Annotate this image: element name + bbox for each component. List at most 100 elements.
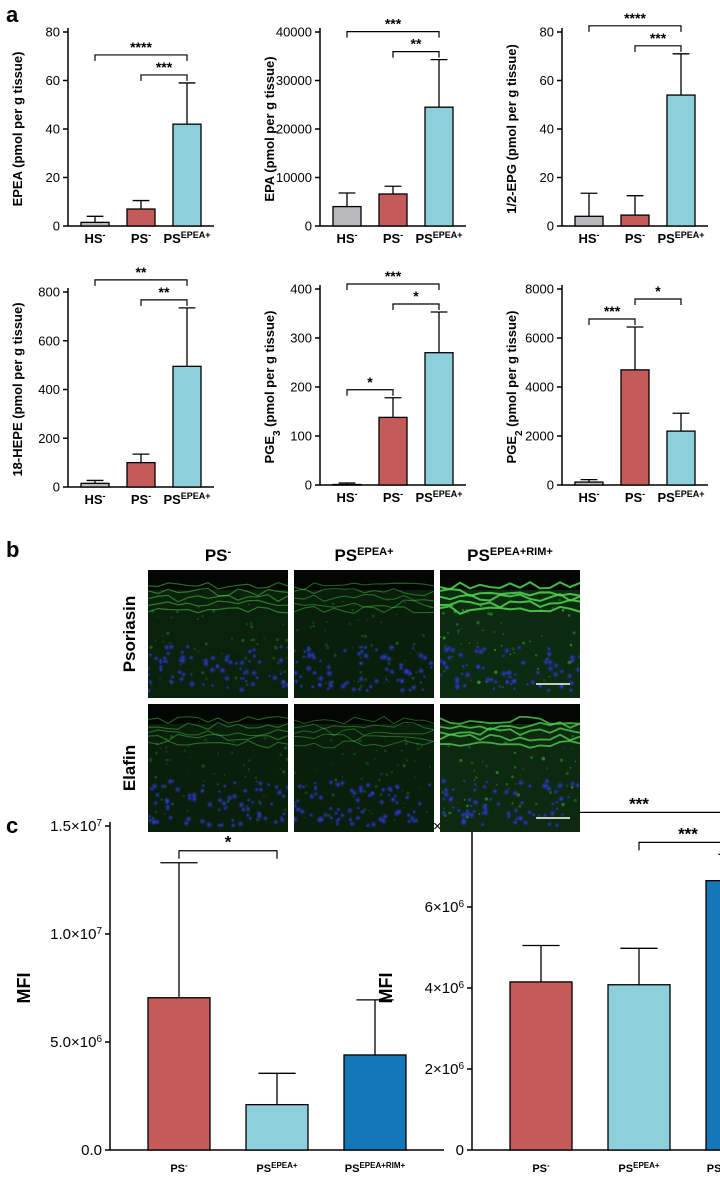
micrograph-image [440,704,580,832]
bar [620,369,650,486]
category-label: HS- [84,230,105,246]
micrograph-row-label: Psoriasin [120,596,139,673]
bar [509,981,573,1151]
y-tick-label: 60 [540,73,554,88]
y-tick-label: 60 [46,73,60,88]
y-tick-label: 1.5×107 [50,818,102,836]
y-tick-label: 0.0 [81,1142,102,1159]
category-label: PS- [170,1161,188,1176]
bar [172,365,202,488]
bar [80,482,110,488]
significance-bracket [588,25,682,32]
bar [343,1054,407,1151]
significance-bracket [634,45,682,52]
y-tick-label: 2×106 [425,1061,465,1079]
significance-label: ** [159,284,170,300]
significance-label: * [655,283,661,299]
bar [620,214,650,227]
category-label: HS- [336,230,357,246]
category-label: PSEPEA+RIM+ [707,1161,720,1176]
significance-label: *** [650,30,667,46]
category-label: HS- [336,489,357,505]
y-tick-label: 6×106 [425,899,465,917]
significance-label: *** [156,59,173,75]
micrograph-column-label: PS- [205,546,232,565]
significance-label: * [413,288,419,304]
significance-bracket [140,299,188,306]
category-label: PS- [532,1161,550,1176]
bar [378,193,408,227]
bar [378,416,408,486]
bar-chart-4: 0 200 400 600 800 18-HEPE (pmol per g tissue)… [10,264,214,507]
category-label: PS- [625,230,645,246]
y-tick-label: 30000 [276,73,312,88]
bar-chart-8: 02×1064×1066×1068×106MFIPS-PSEPEA+PSEPEA… [376,794,720,1175]
panel-label-a: a [6,2,19,27]
y-tick-label: 0 [456,1142,464,1159]
significance-label: ** [411,36,422,52]
y-tick-label: 20 [540,170,554,185]
significance-bracket [634,298,682,305]
category-label: PSEPEA+ [657,489,704,505]
bar [245,1103,309,1151]
category-label: PS- [131,491,151,507]
panel-label-b: b [6,537,19,562]
significance-bracket [346,389,394,396]
bar [574,481,604,486]
y-tick-label: 40000 [276,25,312,40]
category-label: HS- [578,489,599,505]
bar-chart-3: 0 20 40 60 80 1/2-EPG (pmol per g tissue) HS- P… [504,10,708,246]
bar [332,205,362,227]
significance-label: * [225,833,232,852]
category-label: PSEPEA+RIM+ [345,1161,406,1176]
significance-label: * [367,374,373,390]
micrograph-image [294,704,434,832]
y-tick-label: 0 [53,480,60,495]
bar-chart-7: 0.0 5.0×106 1.0×107 1.5×107 MFI PS- PSEPEA+ PSE… [14,818,444,1176]
bar [705,880,720,1151]
bar [147,997,211,1151]
significance-bracket [392,51,440,58]
category-label: PSEPEA+ [415,230,462,246]
micrograph-column-label: PSEPEA+RIM+ [467,546,553,565]
y-tick-label: 200 [38,431,60,446]
significance-bracket [178,850,278,859]
micrograph-column-label: PSEPEA+ [334,546,393,565]
y-axis-label: 1/2-EPG (pmol per g tissue) [504,44,519,214]
y-tick-label: 300 [290,331,312,346]
category-label: PS- [383,230,403,246]
y-tick-label: 800 [38,285,60,300]
y-tick-label: 80 [540,25,554,40]
category-label: PSEPEA+ [163,230,210,246]
significance-label: *** [385,16,402,32]
y-tick-label: 0 [305,219,312,234]
y-axis-label: MFI [376,973,396,1004]
significance-label: *** [629,794,649,813]
y-tick-label: 4000 [525,380,554,395]
micrograph-panel: PS- PSEPEA+ PSEPEA+RIM+ Psoriasin Elafin [120,546,580,832]
y-axis-label: EPA (pmol per g tissue) [262,56,277,201]
y-tick-label: 2000 [525,429,554,444]
micrograph-image [440,570,580,698]
y-tick-label: 1.0×107 [50,926,102,944]
bar-chart-2: 0 10000 20000 30000 40000 EPA (pmol per g tis… [262,16,466,246]
y-tick-label: 0 [53,219,60,234]
y-tick-label: 100 [290,429,312,444]
significance-label: *** [385,268,402,284]
y-axis-label: PGE2 (pmol per g tissue) [504,311,525,464]
category-label: HS- [578,230,599,246]
panel-label-c: c [6,813,18,838]
bar [332,483,362,486]
y-tick-label: 40 [46,122,60,137]
y-tick-label: 400 [38,382,60,397]
y-tick-label: 20 [46,170,60,185]
y-tick-label: 6000 [525,331,554,346]
category-label: PS- [383,489,403,505]
y-axis-label: MFI [14,973,34,1004]
bar [666,430,696,486]
y-tick-label: 5.0×106 [50,1034,102,1052]
significance-bracket [94,279,188,286]
y-axis-label: PGE3 (pmol per g tissue) [262,311,283,464]
y-tick-label: 0 [547,478,554,493]
